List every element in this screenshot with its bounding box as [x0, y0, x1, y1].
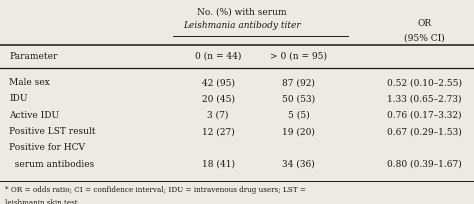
Text: 5 (5): 5 (5): [288, 111, 310, 120]
Text: leishmanin skin test.: leishmanin skin test.: [5, 199, 80, 204]
Text: Positive LST result: Positive LST result: [9, 127, 96, 136]
Text: IDU: IDU: [9, 94, 28, 103]
Text: 87 (92): 87 (92): [282, 78, 315, 87]
Text: 42 (95): 42 (95): [201, 78, 235, 87]
Text: 19 (20): 19 (20): [282, 127, 315, 136]
Text: 0.80 (0.39–1.67): 0.80 (0.39–1.67): [387, 160, 462, 169]
Text: Leishmania antibody titer: Leishmania antibody titer: [183, 21, 301, 30]
Text: 12 (27): 12 (27): [201, 127, 235, 136]
Text: 20 (45): 20 (45): [201, 94, 235, 103]
Text: 1.33 (0.65–2.73): 1.33 (0.65–2.73): [387, 94, 462, 103]
Text: 0 (n = 44): 0 (n = 44): [195, 52, 241, 61]
Text: 3 (7): 3 (7): [207, 111, 229, 120]
Text: 34 (36): 34 (36): [282, 160, 315, 169]
Text: 18 (41): 18 (41): [201, 160, 235, 169]
Text: (95% CI): (95% CI): [404, 33, 445, 42]
Text: 0.52 (0.10–2.55): 0.52 (0.10–2.55): [387, 78, 462, 87]
Text: Positive for HCV: Positive for HCV: [9, 143, 85, 152]
Text: No. (%) with serum: No. (%) with serum: [197, 7, 287, 16]
Text: serum antibodies: serum antibodies: [9, 160, 95, 169]
Text: > 0 (n = 95): > 0 (n = 95): [270, 52, 327, 61]
Text: 0.76 (0.17–3.32): 0.76 (0.17–3.32): [387, 111, 462, 120]
Text: 0.67 (0.29–1.53): 0.67 (0.29–1.53): [387, 127, 462, 136]
Text: Parameter: Parameter: [9, 52, 58, 61]
Text: OR: OR: [417, 19, 431, 28]
Text: 50 (53): 50 (53): [282, 94, 315, 103]
Text: Active IDU: Active IDU: [9, 111, 60, 120]
Text: Male sex: Male sex: [9, 78, 50, 87]
Text: * OR = odds ratio; CI = confidence interval; IDU = intravenous drug users; LST =: * OR = odds ratio; CI = confidence inter…: [5, 186, 306, 194]
